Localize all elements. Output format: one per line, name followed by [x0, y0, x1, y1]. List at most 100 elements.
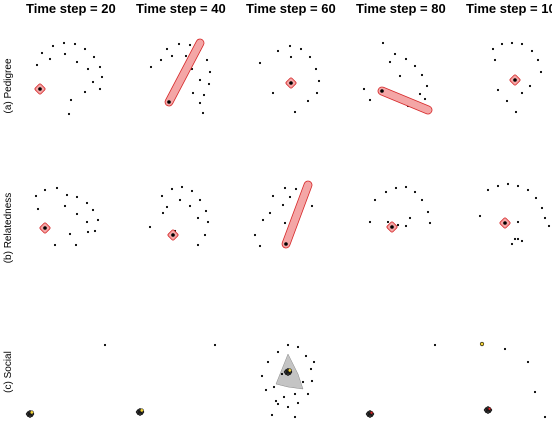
data-point	[85, 220, 89, 224]
data-point	[423, 97, 427, 101]
data-point	[191, 91, 195, 95]
data-point	[190, 189, 194, 193]
data-point	[208, 70, 212, 74]
data-point	[91, 80, 95, 84]
data-point	[317, 79, 321, 83]
cluster-point	[135, 410, 139, 414]
data-point	[170, 187, 174, 191]
cluster-yellow	[139, 408, 144, 413]
data-point	[282, 395, 286, 399]
data-point	[286, 343, 290, 347]
data-point	[493, 58, 497, 62]
data-point	[510, 242, 514, 246]
panel	[479, 341, 547, 419]
data-point	[520, 91, 524, 95]
data-point	[304, 354, 308, 358]
data-point	[36, 207, 40, 211]
data-point	[201, 111, 205, 115]
data-point	[98, 65, 102, 69]
cluster-red	[487, 407, 492, 411]
highlight-node	[167, 100, 171, 104]
cluster-red	[369, 411, 374, 415]
data-point	[516, 237, 520, 241]
data-point	[280, 372, 284, 376]
data-point	[40, 51, 44, 55]
data-point	[533, 390, 537, 394]
data-point	[404, 224, 408, 228]
highlight-link	[281, 180, 313, 249]
data-point	[74, 243, 78, 247]
data-point	[83, 90, 87, 94]
row-label: (a) Pedigree	[3, 58, 14, 113]
data-point	[188, 204, 192, 208]
data-point	[177, 42, 181, 46]
row-label: (b) Relatedness	[3, 193, 14, 264]
data-point	[274, 399, 278, 403]
panel	[25, 343, 107, 418]
data-point	[540, 206, 544, 210]
data-point	[165, 205, 169, 209]
highlight-link	[377, 86, 433, 115]
data-point	[83, 47, 87, 51]
data-point	[528, 84, 532, 88]
panel	[491, 41, 543, 114]
data-point	[299, 47, 303, 51]
cluster-point	[365, 412, 369, 416]
data-point	[75, 60, 79, 64]
highlight-node	[289, 81, 293, 85]
data-point	[289, 55, 293, 59]
data-point	[198, 78, 202, 82]
data-point	[165, 47, 169, 51]
data-point	[543, 415, 547, 419]
data-point	[308, 55, 312, 59]
data-point	[272, 385, 276, 389]
highlight-node	[380, 89, 384, 93]
data-point	[75, 195, 79, 199]
data-point	[180, 185, 184, 189]
data-point	[86, 67, 90, 71]
data-point	[288, 44, 292, 48]
data-point	[276, 49, 280, 53]
cluster-point	[483, 408, 487, 412]
data-point	[296, 345, 300, 349]
panel	[362, 41, 433, 115]
data-point	[63, 52, 67, 56]
data-point	[500, 42, 504, 46]
data-point	[496, 184, 500, 188]
data-point	[433, 343, 437, 347]
column-title: Time step = 20	[26, 1, 116, 16]
highlight-node	[284, 242, 288, 246]
data-point	[35, 63, 39, 67]
column-title: Time step = 60	[246, 1, 336, 16]
data-point	[510, 41, 514, 45]
data-point	[428, 221, 432, 225]
panel	[149, 38, 212, 115]
data-point	[73, 42, 77, 46]
data-point	[306, 99, 310, 103]
data-point	[65, 193, 69, 197]
data-point	[258, 61, 262, 65]
data-point	[258, 244, 262, 248]
data-point	[294, 187, 298, 191]
data-point	[536, 58, 540, 62]
data-point	[196, 243, 200, 247]
data-point	[261, 218, 265, 222]
data-point	[526, 360, 530, 364]
data-point	[513, 237, 517, 241]
data-point	[85, 201, 89, 205]
data-point	[286, 405, 290, 409]
data-point	[288, 195, 292, 199]
cluster-point	[283, 370, 287, 374]
data-point	[159, 58, 163, 62]
cluster-point	[25, 412, 29, 416]
data-point	[63, 204, 67, 208]
panel	[34, 41, 104, 116]
data-point	[270, 413, 274, 417]
data-point	[486, 188, 490, 192]
data-point	[207, 82, 211, 86]
data-point	[310, 379, 314, 383]
data-point	[276, 402, 280, 406]
data-point	[496, 88, 500, 92]
data-point	[268, 211, 272, 215]
data-point	[413, 190, 417, 194]
